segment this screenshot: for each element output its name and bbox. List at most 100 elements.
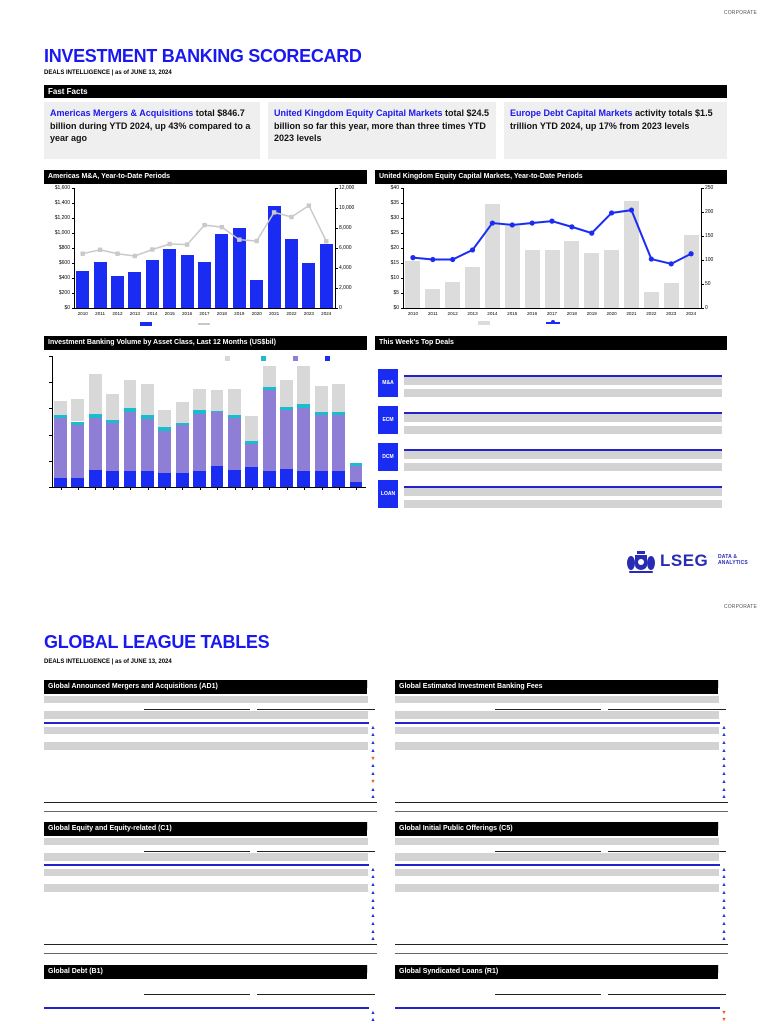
axis-tick bbox=[336, 268, 338, 269]
line-marker bbox=[167, 241, 172, 247]
axis-tick bbox=[269, 488, 271, 490]
table-row bbox=[395, 884, 719, 892]
segment-blue bbox=[140, 471, 154, 487]
y-axis-tick-label: $600 bbox=[58, 259, 70, 266]
bar bbox=[145, 259, 159, 308]
chart-header-uk-ecm: United Kingdom Equity Capital Markets, Y… bbox=[375, 170, 727, 184]
deal-text-placeholder bbox=[404, 500, 722, 508]
table-row bbox=[44, 884, 368, 892]
y-axis-tick-label: $20 bbox=[390, 244, 399, 251]
segment-blue bbox=[54, 477, 67, 487]
bar bbox=[544, 250, 560, 308]
segment-teal bbox=[210, 411, 224, 413]
axis-tick bbox=[401, 293, 403, 294]
y-axis-tick-label: 100 bbox=[705, 256, 714, 263]
line-marker bbox=[237, 237, 242, 242]
segment-purple bbox=[297, 408, 311, 472]
table-bottom-rule bbox=[44, 801, 377, 803]
y-axis-tick-label: 250 bbox=[705, 184, 714, 191]
axis-tick bbox=[112, 488, 114, 490]
x-axis-label: 2024 bbox=[321, 311, 332, 316]
page-title-league-tables: GLOBAL LEAGUE TABLES bbox=[44, 632, 270, 652]
legend-swatch-marker bbox=[551, 320, 555, 324]
table-top-rule bbox=[395, 1007, 720, 1009]
y-axis-tick-label: $200 bbox=[58, 289, 70, 296]
segment-blue bbox=[349, 481, 363, 487]
segment-teal bbox=[71, 421, 85, 426]
segment-gray bbox=[227, 388, 241, 415]
chart-header-americas-ma: Americas M&A, Year-to-Date Periods bbox=[44, 170, 367, 184]
bar bbox=[250, 280, 264, 308]
trend-up-icon: ▲ bbox=[721, 889, 727, 896]
axis-tick bbox=[401, 218, 403, 219]
x-axis-label: 2014 bbox=[487, 311, 498, 316]
y-axis-tick-label: $1,200 bbox=[54, 214, 70, 221]
chart-uk-ecm: $40 $35 $30 $25 $20 $15 $10 $5 $0 250 200 150 100 50 0… bbox=[375, 183, 727, 333]
segment-gray bbox=[71, 399, 85, 422]
x-axis-label: 2023 bbox=[666, 311, 677, 316]
segment-teal bbox=[193, 409, 206, 414]
bar bbox=[445, 282, 461, 308]
segment-gray bbox=[314, 386, 328, 413]
trend-up-icon: ▲ bbox=[721, 786, 727, 793]
bar bbox=[484, 204, 500, 308]
x-axis-label: 2016 bbox=[181, 311, 193, 316]
x-axis-label: 2011 bbox=[95, 311, 106, 316]
x-axis-label: 2011 bbox=[427, 311, 438, 316]
fast-fact-lead: Europe Debt Capital Markets bbox=[510, 108, 633, 118]
trend-up-icon: ▲ bbox=[370, 747, 376, 754]
x-axis-label: 2012 bbox=[447, 311, 458, 316]
deal-rule bbox=[404, 449, 722, 451]
x-axis-label: 2015 bbox=[164, 311, 175, 316]
league-table-header: Global Estimated Investment Banking Fees bbox=[395, 680, 718, 694]
y-axis-tick-label: $35 bbox=[390, 199, 399, 206]
line-marker bbox=[509, 222, 515, 228]
trend-up-icon: ▲ bbox=[721, 897, 727, 904]
axis-tick bbox=[217, 488, 219, 490]
chart-ib-volume bbox=[44, 350, 367, 495]
segment-gray bbox=[210, 390, 224, 411]
league-table-header: Global Syndicated Loans (R1) bbox=[395, 965, 718, 979]
y-axis-tick-label: $25 bbox=[390, 229, 399, 236]
column-underline bbox=[257, 851, 375, 852]
segment-teal bbox=[175, 422, 189, 426]
legend-swatch-bar bbox=[478, 321, 490, 325]
deal-badge-dcm: DCM bbox=[378, 443, 398, 471]
segment-blue bbox=[175, 472, 189, 487]
axis-tick bbox=[702, 284, 704, 285]
trend-up-icon: ▲ bbox=[721, 755, 727, 762]
axis-tick bbox=[72, 263, 74, 264]
axis-tick bbox=[702, 188, 704, 189]
legend-swatch bbox=[261, 356, 266, 361]
axis-tick bbox=[336, 208, 338, 209]
segment-purple bbox=[210, 412, 224, 467]
table-top-rule bbox=[44, 722, 369, 724]
trend-up-icon: ▲ bbox=[370, 936, 376, 943]
bar bbox=[302, 263, 316, 308]
fast-fact-europe-dcm: Europe Debt Capital Markets activity tot… bbox=[504, 102, 727, 159]
lseg-sub-line2: ANALYTICS bbox=[718, 560, 748, 566]
x-axis-label: 2012 bbox=[112, 311, 123, 316]
bar bbox=[524, 249, 540, 308]
segment-purple bbox=[280, 409, 293, 469]
fast-fact-lead: United Kingdom Equity Capital Markets bbox=[274, 108, 443, 118]
x-axis-label: 2016 bbox=[527, 311, 538, 316]
column-underline bbox=[257, 994, 375, 995]
line-marker bbox=[80, 251, 85, 256]
line-marker bbox=[469, 247, 476, 253]
axis-tick bbox=[304, 488, 306, 490]
league-table: Global Syndicated Loans (R1) ▼ ▼ bbox=[395, 965, 729, 1024]
line-marker bbox=[410, 255, 416, 261]
bar bbox=[319, 244, 333, 308]
line-series bbox=[80, 203, 329, 259]
column-underline bbox=[144, 994, 250, 995]
axis-tick bbox=[356, 488, 358, 490]
bar bbox=[564, 240, 580, 308]
legend-swatch bbox=[325, 356, 330, 361]
line-marker bbox=[529, 220, 535, 226]
axis-tick bbox=[336, 228, 338, 229]
line-marker bbox=[97, 247, 103, 252]
segment-purple bbox=[54, 417, 67, 478]
fast-fact-text: activity totals $1.5 trillion YTD 2024, … bbox=[510, 108, 713, 131]
